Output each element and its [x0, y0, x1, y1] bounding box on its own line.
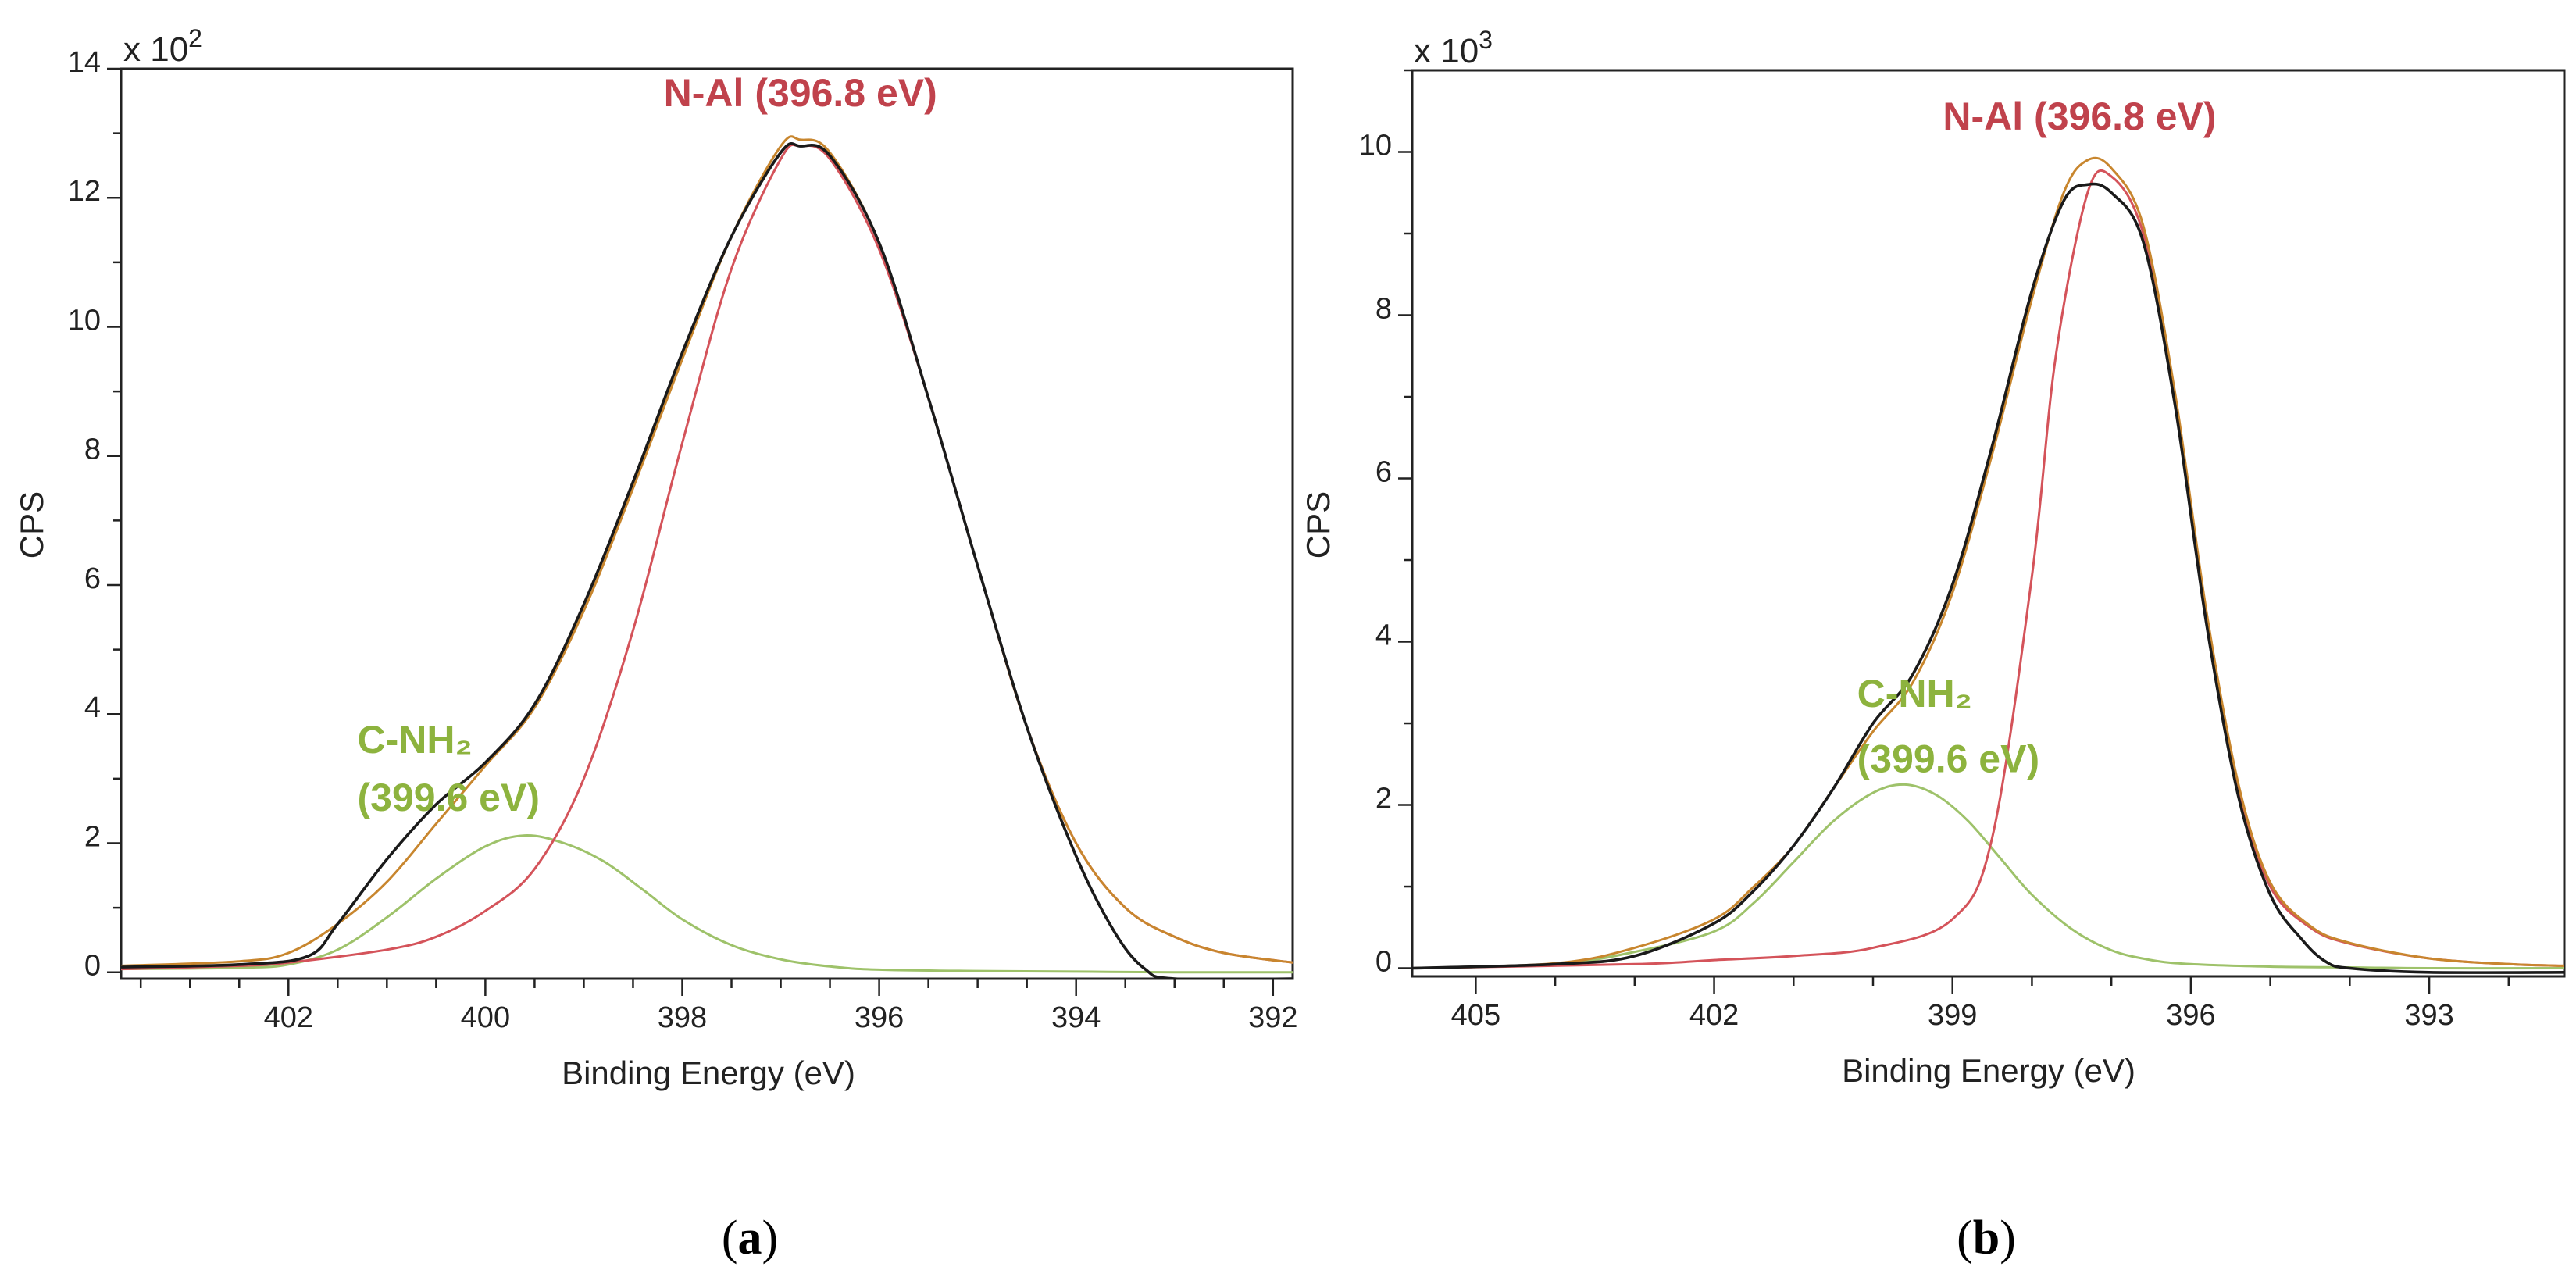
y-multiplier-b: x 103: [1414, 26, 1493, 70]
y-axis-a: 0 2 4 6 8 10 12 14: [68, 46, 121, 983]
chart-a: 0 2 4 6 8 10 12 14 402 400 398 396 394 392 x 102 CPS…: [13, 24, 1297, 1265]
x-axis-b: 405 402 399 396 393: [1451, 976, 2510, 1032]
y-tick-label: 12: [68, 175, 101, 208]
x-tick-label: 402: [1689, 999, 1739, 1032]
series-group-a: [121, 135, 1293, 979]
series-line-fit-envelope: [1412, 156, 2564, 969]
x-tick-label: 402: [264, 1001, 313, 1034]
y-tick-label: 6: [1375, 456, 1392, 489]
annotation-n-al-b: N-Al (396.8 eV): [1943, 95, 2216, 138]
y-axis-label-b: CPS: [1300, 491, 1336, 558]
annotation-c-nh2-b: C-NH₂: [1857, 672, 1972, 715]
annotation-n-al-a: N-Al (396.8 eV): [664, 71, 937, 115]
y-tick-label: 4: [1375, 619, 1392, 652]
annotation-c-nh2-energy-b: (399.6 eV): [1857, 737, 2039, 781]
series-line-n-al-component: [1412, 169, 2564, 969]
x-tick-label: 396: [855, 1001, 904, 1034]
plot-area-b: [1411, 69, 2566, 978]
x-axis-label-b: Binding Energy (eV): [1842, 1052, 2135, 1089]
series-line-measured-data: [121, 142, 1293, 979]
y-tick-label: 0: [1375, 946, 1392, 979]
y-tick-label: 0: [84, 950, 101, 983]
panel-label-a: (a): [722, 1211, 778, 1265]
x-tick-label: 400: [461, 1001, 510, 1034]
series-line-n-al-component: [121, 143, 1293, 971]
series-group-b: [1412, 156, 2564, 974]
x-tick-label: 405: [1451, 999, 1500, 1032]
series-line-c-nh2-component: [1412, 783, 2564, 970]
x-axis-label-a: Binding Energy (eV): [562, 1054, 855, 1091]
y-tick-label: 10: [68, 304, 101, 337]
x-tick-label: 392: [1248, 1001, 1297, 1034]
y-tick-label: 8: [1375, 293, 1392, 326]
y-multiplier-a: x 102: [123, 24, 202, 69]
series-line-measured-data: [1412, 182, 2564, 974]
chart-b: 0 2 4 6 8 10 405 402 399 396 393 x 103 CPS Bindin…: [1300, 26, 2566, 1265]
series-line-fit-envelope: [121, 135, 1293, 967]
x-tick-label: 398: [658, 1001, 707, 1034]
x-tick-label: 399: [1928, 999, 1977, 1032]
y-tick-label: 2: [1375, 783, 1392, 815]
x-tick-label: 394: [1051, 1001, 1101, 1034]
y-tick-label: 6: [84, 562, 101, 595]
x-tick-label: 396: [2166, 999, 2215, 1032]
y-tick-label: 4: [84, 691, 101, 724]
y-tick-label: 2: [84, 820, 101, 853]
panel-label-b: (b): [1957, 1211, 2016, 1265]
y-tick-label: 10: [1359, 130, 1392, 162]
annotation-c-nh2-a: C-NH₂: [358, 718, 473, 762]
annotation-c-nh2-energy-a: (399.6 eV): [358, 776, 540, 819]
y-tick-label: 14: [68, 46, 101, 79]
y-axis-label-a: CPS: [13, 491, 50, 558]
series-line-c-nh2-component: [121, 834, 1293, 974]
y-tick-label: 8: [84, 434, 101, 466]
x-tick-label: 393: [2404, 999, 2453, 1032]
plot-area-a: [120, 67, 1294, 980]
y-axis-b: 0 2 4 6 8 10: [1359, 69, 1412, 979]
x-axis-a: 402 400 398 396 394 392: [139, 979, 1297, 1034]
